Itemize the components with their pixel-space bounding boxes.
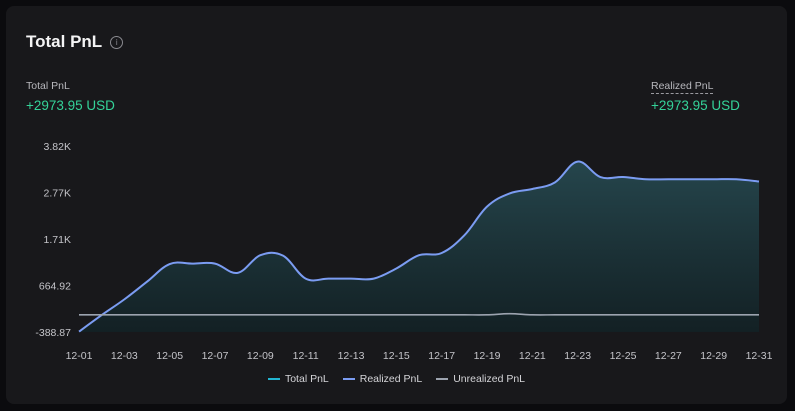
realized-pnl-value: +2973.95 USD — [651, 98, 740, 113]
realized-pnl-line — [78, 160, 760, 333]
legend-label-realized: Realized PnL — [359, 373, 423, 385]
x-tick-label: 12-17 — [428, 350, 455, 362]
y-axis: 3.82K 2.77K 1.71K 664.92 -388.87 — [35, 141, 71, 339]
y-tick-label: 2.77K — [44, 187, 71, 199]
card-title-row: Total PnL i — [26, 32, 124, 52]
legend-swatch-total — [267, 378, 280, 380]
legend-label-total: Total PnL — [284, 373, 329, 385]
x-tick-label: 12-09 — [247, 350, 274, 362]
info-icon[interactable]: i — [110, 35, 124, 49]
y-tick-label: -388.87 — [35, 327, 71, 339]
y-tick-label: 3.82K — [44, 141, 71, 153]
x-axis: 12-01 12-03 12-05 12-07 12-09 12-11 12-13 12-15… — [66, 350, 773, 362]
unrealized-pnl-line — [78, 312, 759, 316]
realized-pnl-area — [79, 161, 759, 332]
realized-pnl-label[interactable]: Realized PnL — [651, 80, 714, 94]
legend-item-unrealized[interactable]: Unrealized PnL — [436, 373, 525, 385]
x-tick-label: 12-29 — [700, 350, 727, 362]
legend-swatch-realized — [342, 378, 355, 380]
legend-item-total[interactable]: Total PnL — [267, 373, 329, 385]
x-tick-label: 12-23 — [564, 350, 591, 362]
x-tick-label: 12-01 — [66, 350, 93, 362]
x-tick-label: 12-31 — [746, 350, 773, 362]
x-tick-label: 12-13 — [338, 350, 365, 362]
legend-item-realized[interactable]: Realized PnL — [342, 373, 423, 385]
legend-swatch-unrealized — [436, 378, 449, 380]
realized-pnl-label-text[interactable]: Realized PnL — [651, 80, 714, 94]
x-tick-label: 12-07 — [202, 350, 229, 362]
x-tick-label: 12-27 — [655, 350, 682, 362]
x-tick-label: 12-15 — [383, 350, 410, 362]
x-tick-label: 12-19 — [474, 350, 501, 362]
chart-legend: Total PnL Realized PnL Unrealized PnL — [6, 373, 787, 385]
pnl-card: Total PnL i Total PnL +2973.95 USD Reali… — [6, 6, 787, 404]
x-tick-label: 12-25 — [610, 350, 637, 362]
x-tick-label: 12-05 — [156, 350, 183, 362]
x-tick-label: 12-21 — [519, 350, 546, 362]
card-title: Total PnL — [26, 32, 103, 51]
y-tick-label: 1.71K — [44, 234, 71, 246]
x-tick-label: 12-11 — [293, 350, 319, 362]
legend-label-unrealized: Unrealized PnL — [453, 373, 526, 385]
total-pnl-label: Total PnL — [26, 80, 70, 92]
total-pnl-value: +2973.95 USD — [26, 98, 115, 113]
x-tick-label: 12-03 — [111, 350, 138, 362]
y-tick-label: 664.92 — [39, 280, 71, 292]
